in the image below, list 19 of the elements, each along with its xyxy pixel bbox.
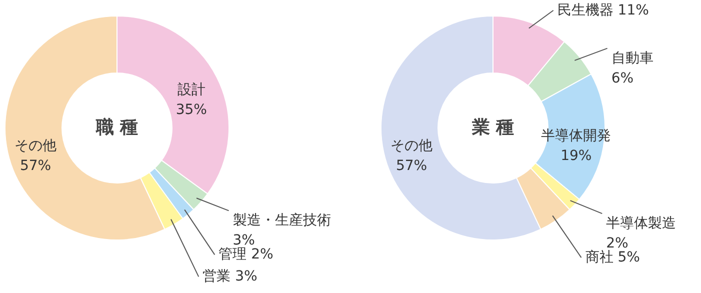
slice-label: 自動車 bbox=[611, 50, 654, 66]
slice-label: 半導体製造 bbox=[606, 216, 676, 232]
slice-label: その他 bbox=[14, 138, 57, 154]
slice-label: その他 bbox=[390, 138, 433, 154]
slice-label: 半導体開発 bbox=[541, 128, 612, 144]
slice-label: 製造・生産技術 bbox=[232, 212, 331, 229]
data-label: 57% bbox=[396, 158, 428, 174]
slice-label: 営業 3% bbox=[202, 268, 258, 285]
slice-label: 設計 bbox=[177, 82, 206, 98]
data-label: 6% bbox=[611, 70, 634, 86]
data-label: 35% bbox=[176, 102, 207, 118]
slice-label: 民生機器 11% bbox=[557, 2, 649, 18]
text: 業 種 bbox=[470, 117, 514, 138]
slice-label: 管理 2% bbox=[218, 246, 274, 263]
text: 職 種 bbox=[94, 117, 138, 138]
data-label: 19% bbox=[560, 148, 592, 164]
slice-label: 商社 5% bbox=[585, 250, 640, 266]
data-label: 2% bbox=[606, 236, 628, 252]
data-label: 57% bbox=[20, 158, 52, 174]
